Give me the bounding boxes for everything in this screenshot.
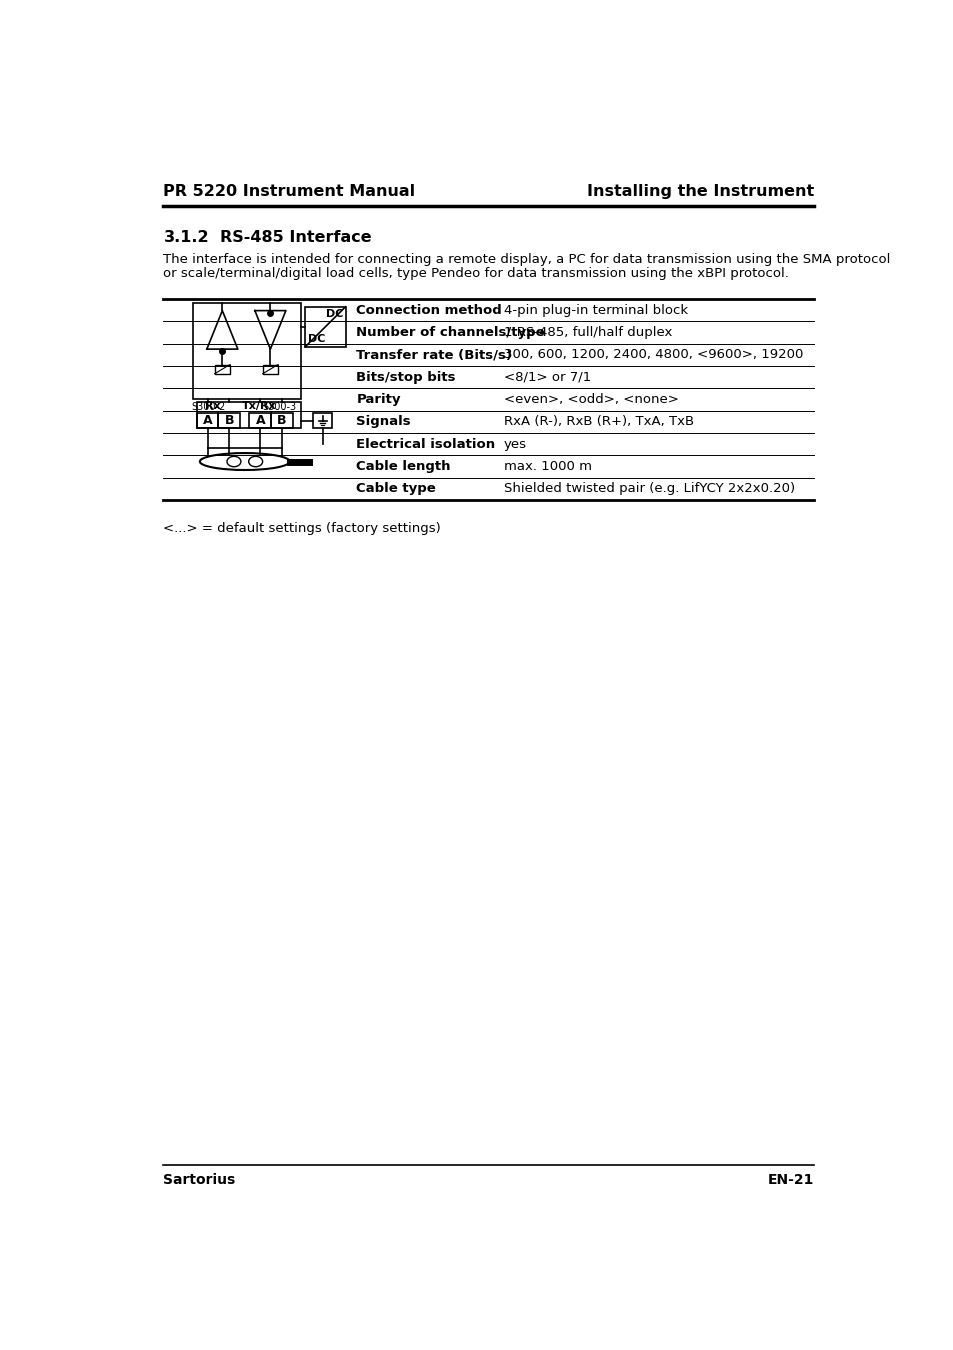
Text: Signals: Signals <box>356 416 411 428</box>
Text: Connection method: Connection method <box>356 304 501 317</box>
Bar <box>196 402 301 428</box>
Bar <box>305 306 345 347</box>
Text: or scale/terminal/digital load cells, type Pendeo for data transmission using th: or scale/terminal/digital load cells, ty… <box>163 267 788 279</box>
Text: B: B <box>277 414 287 427</box>
Text: <8/1> or 7/1: <8/1> or 7/1 <box>503 371 590 383</box>
Text: RxA (R-), RxB (R+), TxA, TxB: RxA (R-), RxB (R+), TxA, TxB <box>503 416 693 428</box>
Text: RS-485 Interface: RS-485 Interface <box>220 230 372 244</box>
Bar <box>249 413 271 428</box>
Text: Number of channels/type: Number of channels/type <box>356 327 544 339</box>
Bar <box>196 413 218 428</box>
Text: yes: yes <box>503 437 526 451</box>
Bar <box>313 413 332 428</box>
Bar <box>271 413 293 428</box>
Text: Transfer rate (Bits/s): Transfer rate (Bits/s) <box>356 348 512 362</box>
Text: Cable length: Cable length <box>356 460 451 472</box>
Text: EN-21: EN-21 <box>767 1173 814 1187</box>
Bar <box>193 302 301 400</box>
Text: A: A <box>255 414 265 427</box>
Text: DC: DC <box>326 309 343 320</box>
Text: S300-3: S300-3 <box>262 402 296 412</box>
Text: <...> = default settings (factory settings): <...> = default settings (factory settin… <box>163 522 440 536</box>
Bar <box>214 364 230 374</box>
Bar <box>262 364 278 374</box>
Text: PR 5220 Instrument Manual: PR 5220 Instrument Manual <box>163 184 416 198</box>
Text: 4-pin plug-in terminal block: 4-pin plug-in terminal block <box>503 304 687 317</box>
Bar <box>218 413 240 428</box>
Text: Cable type: Cable type <box>356 482 436 495</box>
Text: A: A <box>203 414 213 427</box>
Text: Installing the Instrument: Installing the Instrument <box>586 184 814 198</box>
Text: S300-2: S300-2 <box>192 402 225 412</box>
Text: Tx/Rx: Tx/Rx <box>242 401 276 410</box>
Text: Bits/stop bits: Bits/stop bits <box>356 371 456 383</box>
Text: DC: DC <box>307 333 325 344</box>
Text: max. 1000 m: max. 1000 m <box>503 460 591 472</box>
Text: Parity: Parity <box>356 393 400 406</box>
Text: Rx: Rx <box>205 401 220 410</box>
Text: Sartorius: Sartorius <box>163 1173 235 1187</box>
Text: 300, 600, 1200, 2400, 4800, <9600>, 19200: 300, 600, 1200, 2400, 4800, <9600>, 1920… <box>503 348 802 362</box>
Text: 1 RS-485, full/half duplex: 1 RS-485, full/half duplex <box>503 327 671 339</box>
Text: B: B <box>224 414 233 427</box>
Text: Shielded twisted pair (e.g. LifYCY 2x2x0.20): Shielded twisted pair (e.g. LifYCY 2x2x0… <box>503 482 794 495</box>
Text: 3.1.2: 3.1.2 <box>163 230 209 244</box>
Text: Electrical isolation: Electrical isolation <box>356 437 495 451</box>
Text: <even>, <odd>, <none>: <even>, <odd>, <none> <box>503 393 678 406</box>
Text: The interface is intended for connecting a remote display, a PC for data transmi: The interface is intended for connecting… <box>163 252 890 266</box>
